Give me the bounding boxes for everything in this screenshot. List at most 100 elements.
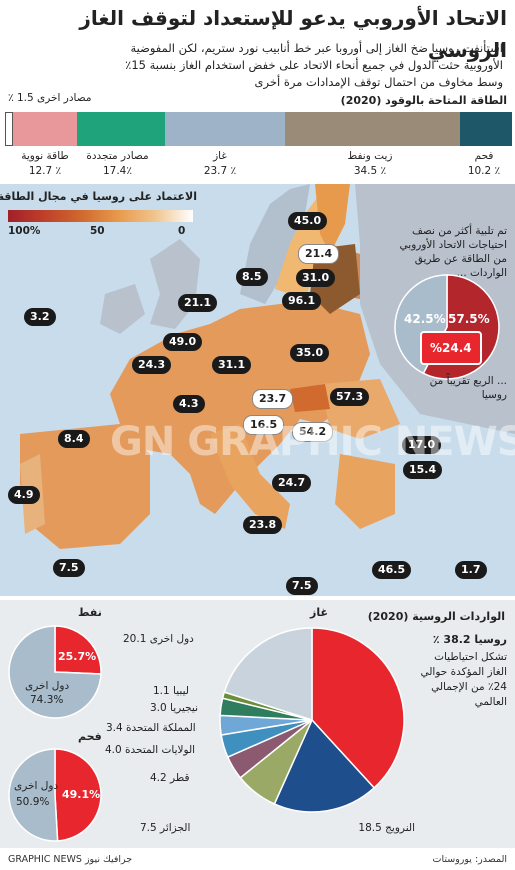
energy-value-coal: 10.2 ٪: [467, 165, 501, 177]
gas-pie: [219, 627, 405, 813]
map-legend-title: الاعتماد على روسيا في مجال الطاقة (2020): [0, 190, 197, 203]
gas-russia-note: تشكل احتياطيات الغاز المؤكدة حوالي 24٪ م…: [420, 651, 507, 708]
eu-pie-russia-share: %24.4: [420, 331, 482, 365]
energy-name-renewables: مصادر متجددة: [86, 150, 149, 162]
watermark: GN GRAPHIC NEWS: [110, 419, 515, 465]
energy-name-gas: غاز: [213, 150, 227, 162]
map-uk: [150, 239, 200, 329]
eu-pie-label-imports: 57.5%: [448, 312, 490, 326]
map-legend-tick-100: 100%: [8, 225, 41, 237]
energy-name-nuclear: طاقة نووية: [21, 150, 69, 162]
map-badge-austria: 16.5: [243, 415, 285, 435]
subtitle-line-2: الأوروبية حثت الدول في جميع أنحاء الاتحا…: [125, 58, 503, 72]
gas-label-qatar: قطر 4.2: [150, 772, 190, 784]
energy-seg-coal: [460, 112, 512, 146]
gas-label-russia: روسيا 38.2 ٪: [432, 633, 507, 646]
map-badge-luxembourg: 4.3: [173, 395, 205, 413]
footer-source: المصدر: يوروستات: [432, 854, 507, 865]
map-badge-romania: 17.0: [402, 436, 442, 454]
energy-other-label: مصادر اخرى 1.5 ٪: [8, 92, 92, 104]
oil-pie-slice-1: [8, 625, 102, 719]
map-badge-slovakia: 57.3: [330, 388, 370, 406]
map-badge-ireland: 3.2: [24, 308, 56, 326]
gas-pie-slice-0: [311, 627, 405, 789]
map-badge-cyprus: 1.7: [455, 561, 487, 579]
coal-label-others: دول اخرى: [14, 780, 59, 792]
energy-seg-other: [5, 112, 13, 146]
eu-pie-label-domestic: 42.5%: [404, 312, 446, 326]
map-finland: [315, 184, 350, 254]
map-badge-poland: 35.0: [290, 344, 330, 362]
map-badge-netherlands: 49.0: [163, 333, 203, 351]
gas-pie-slice-1: [273, 718, 376, 813]
gas-label-others: دول اخرى 20.1: [123, 633, 194, 645]
quarter-note: ... الربع تقريباً من روسيا: [429, 375, 507, 401]
map-ireland: [100, 284, 145, 334]
energy-seg-gas: [165, 112, 285, 146]
gas-label-uk: المملكة المتحدة 3.4: [106, 722, 196, 734]
map-badge-bulgaria: 15.4: [403, 461, 443, 479]
map-badge-finland: 45.0: [288, 212, 328, 230]
map-badge-malta: 7.5: [286, 577, 318, 595]
coal-pie-slice-1: [8, 748, 59, 842]
map-badge-belgium: 24.3: [132, 356, 172, 374]
eu-imports-pie: [394, 274, 500, 380]
oil-label-russia: 25.7%: [58, 650, 97, 663]
oil-pie: [8, 625, 102, 719]
map-badge-denmark: 21.1: [178, 294, 218, 312]
map-badge-estonia: 21.4: [298, 244, 340, 264]
gas-title: غاز: [310, 606, 328, 619]
energy-seg-oil: [285, 112, 460, 146]
map-badge-hungary: 54.2: [292, 422, 334, 442]
map-badge-slovenia: 24.7: [272, 474, 312, 492]
energy-bar: [5, 112, 512, 146]
gas-label-libya: ليبيا 1.1: [153, 685, 189, 697]
map-badge-italy: 23.8: [243, 516, 283, 534]
eu-imports-note: تم تلبية أكثر من نصف احتياجات الاتحاد ال…: [399, 225, 507, 279]
coal-pie-slice-0: [54, 748, 102, 842]
footer-credit: GRAPHIC NEWS جرافيك نيوز: [8, 854, 133, 865]
map-italy: [210, 424, 290, 529]
map-badge-sweden: 8.5: [236, 268, 268, 286]
map-hungary: [290, 384, 330, 412]
energy-seg-renewables: [77, 112, 165, 146]
oil-label-others: دول اخرى: [25, 680, 70, 692]
map-legend-tick-50: 50: [90, 225, 105, 237]
subtitle-line-1: استأنفت روسيا ضخ الغاز إلى أوروبا عبر خط…: [130, 41, 503, 55]
imports-title: الواردات الروسية (2020): [367, 610, 505, 623]
footer: المصدر: يوروستات GRAPHIC NEWS جرافيك نيو…: [0, 852, 515, 870]
coal-value-others: 50.9%: [16, 796, 50, 808]
gas-label-nigeria: نيجيريا 3.0: [150, 702, 198, 714]
map-badge-germany: 31.1: [212, 356, 252, 374]
energy-bar-title: الطاقة المتاحة بالوقود (2020): [340, 94, 507, 107]
energy-value-nuclear: 12.7 ٪: [28, 165, 62, 177]
map-badge-portugal: 4.9: [8, 486, 40, 504]
oil-value-others: 74.3%: [30, 694, 64, 706]
imports-panel: الواردات الروسية (2020) غاز روسيا 38.2 ٪…: [0, 600, 515, 848]
coal-label-russia: 49.1%: [62, 788, 101, 801]
energy-value-gas: 23.7 ٪: [203, 165, 237, 177]
map-greece: [335, 454, 395, 529]
coal-pie: [8, 748, 102, 842]
map-legend-scale: [8, 210, 193, 222]
map-iberia: [20, 424, 150, 549]
oil-title: نفط: [78, 606, 102, 619]
oil-pie-slice-0: [54, 625, 102, 675]
map-badge-latvia: 31.0: [296, 269, 336, 287]
map-badge-czechia: 23.7: [252, 389, 294, 409]
map-badge-france: 8.4: [58, 430, 90, 448]
europe-map: الاعتماد على روسيا في مجال الطاقة (2020)…: [0, 184, 515, 596]
energy-value-renewables: 17.4٪: [102, 165, 133, 177]
gas-pie-slice-8: [223, 627, 313, 722]
map-legend-tick-0: 0: [178, 225, 186, 237]
gas-label-algeria: الجزائر 7.5: [140, 822, 191, 834]
coal-title: فحم: [78, 730, 102, 743]
map-badge-lithuania: 96.1: [282, 292, 322, 310]
energy-name-coal: فحم: [474, 150, 494, 162]
page-title: الاتحاد الأوروبي يدعو للإستعداد لتوقف ال…: [79, 6, 507, 62]
gas-label-us: الولايات المتحدة 4.0: [105, 744, 196, 756]
subtitle-line-3: وسط مخاوف من احتمال توقف الإمدادات مرة أ…: [254, 75, 503, 89]
map-badge-spain: 7.5: [53, 559, 85, 577]
map-badge-greece: 46.5: [372, 561, 412, 579]
energy-name-oil: زيت ونفط: [347, 150, 393, 162]
